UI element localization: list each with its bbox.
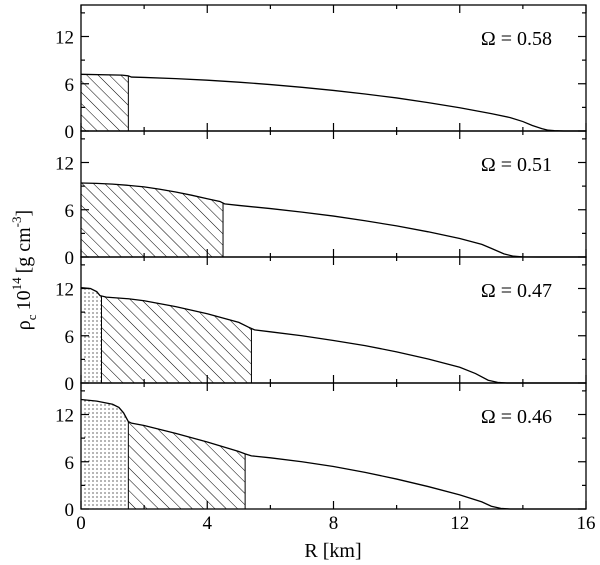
- panel-3-omega-label: Ω = 0.47: [481, 280, 552, 302]
- panel-4-region-hatch: [128, 421, 246, 509]
- panel-3-region-hatch: [101, 295, 252, 383]
- panel-4-y-tick-label: 0: [65, 500, 75, 521]
- svg-text:ρc1014[g cm-3]: ρc1014[g cm-3]: [9, 210, 39, 330]
- panel-3-y-tick-label: 6: [65, 327, 75, 348]
- panel-4-y-tick-label: 12: [55, 406, 74, 427]
- panel-3-region-dots: [81, 287, 102, 383]
- panel-4-y-tick-label: 6: [65, 453, 75, 474]
- x-tick-label: 0: [76, 513, 86, 534]
- panel-2-y-tick-label: 0: [65, 248, 75, 269]
- panel-1: 0 6 12 Ω = 0.58: [55, 4, 587, 143]
- panel-1-frame: [80, 4, 587, 132]
- panel-2-y-tick-label: 12: [55, 154, 74, 175]
- x-axis-label: R [km]: [304, 540, 361, 562]
- panel-2-density-line: [80, 182, 586, 258]
- panel-4-density-line: [80, 398, 586, 510]
- panel-1-omega-label: Ω = 0.58: [481, 28, 552, 50]
- x-tick-label: 16: [577, 513, 596, 534]
- panel-3: 0 6 12 Ω = 0.47: [55, 256, 587, 395]
- panel-3-y-tick-label: 12: [55, 280, 74, 301]
- panel-1-density-line: [80, 73, 586, 132]
- x-tick-label: 12: [450, 513, 469, 534]
- y-axis-label: ρc1014[g cm-3]: [9, 210, 39, 330]
- panel-4-region-dots: [81, 399, 129, 509]
- x-tick-label: 4: [203, 513, 213, 534]
- panel-1-y-tick-label: 12: [55, 28, 74, 49]
- panel-1-y-tick-label: 6: [65, 75, 75, 96]
- panels-group: 0 6 12 Ω = 0.58 0 6 12 Ω = 0.51 0 6 12 Ω = 0.47 0 6 12…: [55, 4, 596, 534]
- panel-3-density-line: [80, 287, 586, 384]
- panel-1-y-tick-label: 0: [65, 122, 75, 143]
- panel-1-region-hatch: [81, 74, 129, 131]
- panel-3-y-tick-label: 0: [65, 374, 75, 395]
- panel-2-region-hatch: [81, 182, 224, 257]
- x-tick-label: 8: [329, 513, 339, 534]
- panel-4: 0 6 12 Ω = 0.46 0 4 8 12 16: [55, 382, 596, 534]
- panel-2-omega-label: Ω = 0.51: [481, 154, 552, 176]
- panel-2-y-tick-label: 6: [65, 201, 75, 222]
- panel-4-omega-label: Ω = 0.46: [481, 406, 552, 428]
- panel-2: 0 6 12 Ω = 0.51: [55, 130, 587, 269]
